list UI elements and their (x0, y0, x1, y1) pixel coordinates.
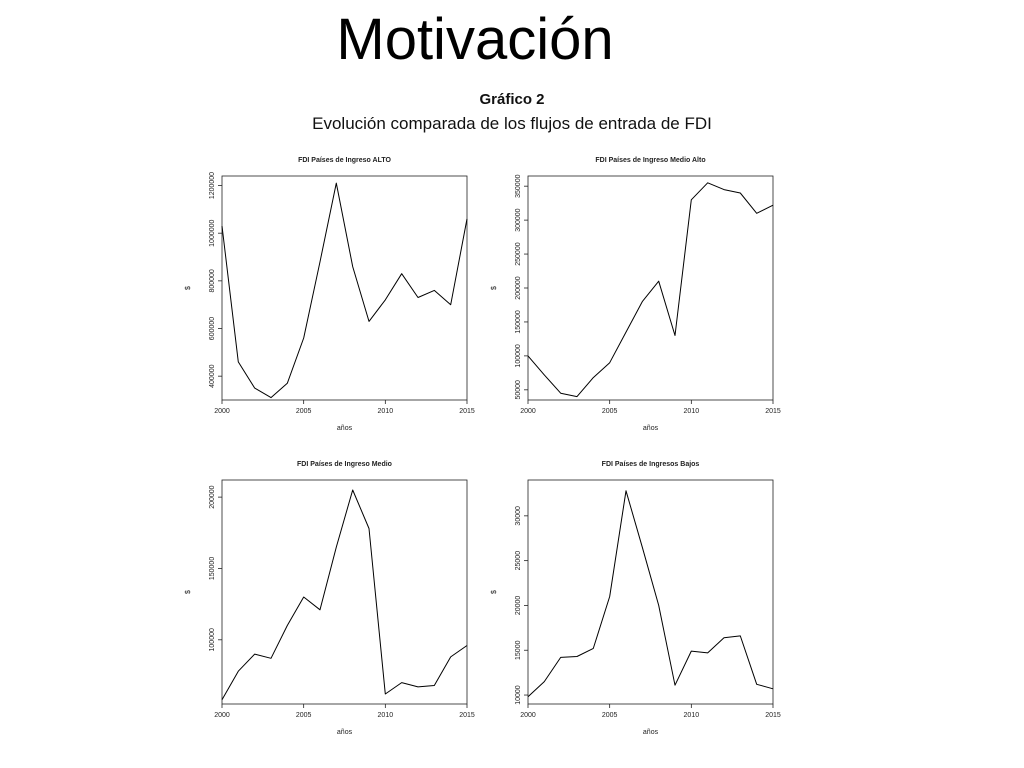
y-tick-label: 15000 (515, 640, 522, 660)
y-tick-label: 50000 (515, 380, 522, 400)
slide-title: Motivación (336, 7, 614, 72)
y-axis-label: $ (491, 590, 498, 594)
y-axis-label: $ (185, 590, 192, 594)
x-tick-label: 2005 (602, 408, 618, 415)
y-tick-label: 20000 (515, 596, 522, 616)
y-tick-label: 200000 (209, 485, 216, 508)
y-tick-label: 1200000 (209, 172, 216, 199)
plot-frame (527, 175, 774, 401)
y-tick-label: 350000 (515, 174, 522, 197)
chart-title: FDI Países de Ingreso Medio Alto (595, 157, 705, 164)
plot-frame (527, 479, 774, 705)
chart-upper-middle-income: FDI Países de Ingreso Medio Alto 2000 2005… (491, 157, 781, 432)
y-tick-label: 25000 (515, 551, 522, 571)
chart-panel-middle-income: FDI Países de Ingreso Medio 2000 2005 2010 2… (182, 452, 502, 752)
chart-title: FDI Países de Ingresos Bajos (602, 461, 700, 468)
x-tick-label: 2000 (520, 408, 536, 415)
y-tick-label: 10000 (515, 685, 522, 705)
x-axis-label: años (643, 729, 659, 736)
x-tick-label: 2000 (214, 712, 230, 719)
series-line (221, 489, 468, 700)
y-axis-label: $ (491, 286, 498, 290)
y-tick-label: 200000 (515, 276, 522, 299)
x-tick-label: 2000 (214, 408, 230, 415)
series-line (221, 182, 468, 399)
figure-title: Evolución comparada de los flujos de ent… (312, 114, 712, 133)
chart-panel-upper-middle-income: FDI Países de Ingreso Medio Alto 2000 2005… (488, 148, 808, 448)
x-tick-label: 2015 (765, 712, 781, 719)
x-tick-label: 2010 (378, 408, 394, 415)
y-tick-label: 100000 (515, 344, 522, 367)
x-tick-label: 2000 (520, 712, 536, 719)
x-tick-label: 2010 (684, 712, 700, 719)
chart-high-income: FDI Países de Ingreso ALTO 2000 2005 2010 20… (185, 157, 475, 432)
series-line (527, 490, 774, 698)
x-tick-label: 2005 (296, 408, 312, 415)
y-tick-label: 250000 (515, 242, 522, 265)
x-axis-label: años (337, 425, 353, 432)
x-tick-label: 2015 (765, 408, 781, 415)
chart-title: FDI Países de Ingreso Medio (297, 461, 392, 468)
x-tick-label: 2010 (684, 408, 700, 415)
x-tick-label: 2015 (459, 712, 475, 719)
x-axis-label: años (643, 425, 659, 432)
plot-frame (221, 175, 468, 401)
y-tick-label: 1000000 (209, 219, 216, 246)
plot-frame (221, 479, 468, 705)
x-tick-label: 2005 (602, 712, 618, 719)
x-tick-label: 2005 (296, 712, 312, 719)
y-axis-label: $ (185, 286, 192, 290)
x-tick-label: 2010 (378, 712, 394, 719)
y-tick-label: 300000 (515, 208, 522, 231)
y-tick-label: 30000 (515, 506, 522, 526)
y-tick-label: 100000 (209, 628, 216, 651)
chart-title: FDI Países de Ingreso ALTO (298, 157, 391, 164)
x-axis-label: años (337, 729, 353, 736)
y-tick-label: 800000 (209, 269, 216, 292)
chart-panel-high-income: FDI Países de Ingreso ALTO 2000 2005 2010 20… (182, 148, 502, 448)
y-tick-label: 600000 (209, 317, 216, 340)
y-tick-label: 150000 (209, 557, 216, 580)
x-tick-label: 2015 (459, 408, 475, 415)
chart-middle-income: FDI Países de Ingreso Medio 2000 2005 2010 2… (185, 461, 475, 736)
series-line (527, 182, 774, 398)
y-tick-label: 400000 (209, 364, 216, 387)
y-tick-label: 150000 (515, 310, 522, 333)
chart-low-income: FDI Países de Ingresos Bajos 2000 2005 2010… (491, 461, 781, 736)
figure-label: Gráfico 2 (479, 92, 545, 104)
chart-panel-low-income: FDI Países de Ingresos Bajos 2000 2005 2010… (488, 452, 808, 752)
